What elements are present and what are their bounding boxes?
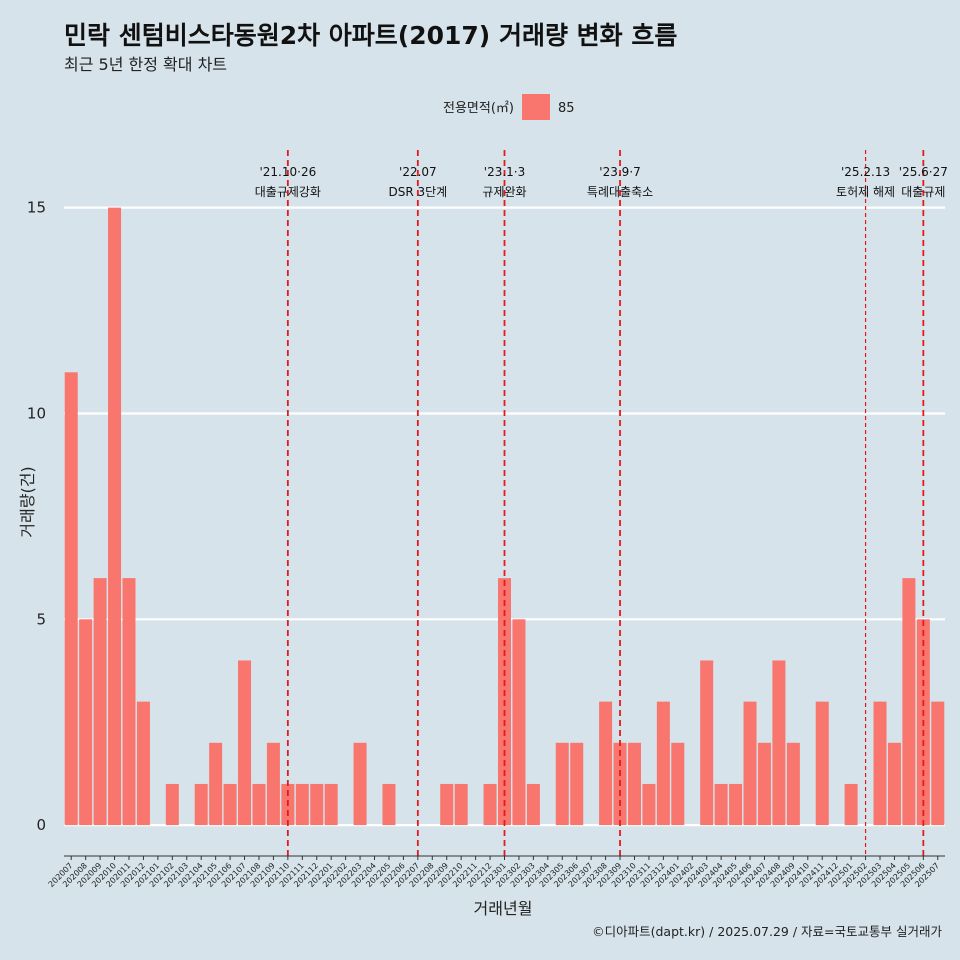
legend-title: 전용면적(㎡) [443, 101, 514, 116]
bar-202201 [324, 783, 338, 826]
bar-202107 [238, 660, 252, 826]
bar-202302 [512, 619, 526, 826]
bar-202212 [483, 783, 497, 826]
bar-202503 [873, 701, 887, 826]
bar-202210 [454, 783, 468, 826]
y-tick-label-5: 5 [36, 610, 46, 628]
bar-202012 [136, 701, 150, 826]
bar-202504 [887, 742, 901, 826]
bar-202106 [223, 783, 237, 826]
bar-202403 [700, 660, 714, 826]
event-label-3: 특례대출축소 [587, 185, 653, 199]
legend-swatch [522, 94, 550, 120]
bar-202209 [440, 783, 454, 826]
bar-202306 [570, 742, 584, 826]
bar-202312 [656, 701, 670, 826]
y-tick-label-15: 15 [27, 199, 46, 217]
bar-202411 [815, 701, 829, 826]
bar-202205 [382, 783, 396, 826]
event-label-5: 대출규제 [901, 185, 945, 199]
event-label-1: DSR 3단계 [388, 185, 447, 199]
event-label-4: 토허제 해제 [836, 185, 895, 199]
bar-202104 [194, 783, 208, 826]
bar-202303 [526, 783, 540, 826]
event-date-0: '21.10·26 [259, 165, 316, 179]
event-label-0: 대출규제강화 [255, 185, 321, 199]
bars [64, 207, 945, 826]
bar-202408 [772, 660, 786, 826]
y-tick-label-0: 0 [36, 816, 46, 834]
caption: ©디아파트(dapt.kr) / 2025.07.29 / 자료=국토교통부 실… [592, 924, 942, 939]
bar-202405 [729, 783, 743, 826]
bar-202011 [122, 578, 136, 826]
y-axis-title: 거래량(건) [18, 466, 37, 537]
legend-entry-85: 85 [558, 101, 575, 116]
chart-title: 민락 센텀비스타동원2차 아파트(2017) 거래량 변화 흐름 [64, 21, 677, 50]
event-lines: '21.10·26 대출규제강화 '22.07 DSR 3단계 '23.1·3 규제완화 '… [255, 150, 948, 856]
bar-202009 [93, 578, 107, 826]
bar-202308 [599, 701, 613, 826]
bar-202507 [931, 701, 945, 826]
bar-202406 [743, 701, 757, 826]
bar-202112 [310, 783, 324, 826]
y-axis: 0 5 10 15 [27, 199, 46, 834]
bar-202409 [786, 742, 800, 826]
chart-subtitle: 최근 5년 한정 확대 차트 [64, 55, 227, 74]
bar-202311 [642, 783, 656, 826]
legend: 전용면적(㎡) 85 [443, 94, 575, 120]
bar-202102 [165, 783, 179, 826]
x-axis: 2020072020082020092020102020112020122021… [47, 855, 945, 889]
event-date-4: '25.2.13 [841, 165, 890, 179]
bar-202407 [757, 742, 771, 826]
bar-202501 [844, 783, 858, 826]
bar-202305 [555, 742, 569, 826]
bar-202007 [64, 372, 78, 826]
x-axis-title: 거래년월 [474, 899, 533, 918]
event-date-1: '22.07 [399, 165, 437, 179]
bar-202310 [627, 742, 641, 826]
event-date-2: '23.1·3 [484, 165, 525, 179]
bar-202401 [671, 742, 685, 826]
event-label-2: 규제완화 [482, 185, 526, 199]
bar-202105 [209, 742, 223, 826]
bar-202203 [353, 742, 367, 826]
event-date-3: '23.9·7 [599, 165, 640, 179]
bar-202008 [79, 619, 93, 826]
bar-202111 [295, 783, 309, 826]
bar-202010 [108, 207, 122, 826]
bar-202505 [902, 578, 916, 826]
bar-202108 [252, 783, 266, 826]
y-tick-label-10: 10 [27, 404, 46, 422]
bar-202109 [266, 742, 280, 826]
event-date-5: '25.6·27 [899, 165, 948, 179]
bar-202404 [714, 783, 728, 826]
